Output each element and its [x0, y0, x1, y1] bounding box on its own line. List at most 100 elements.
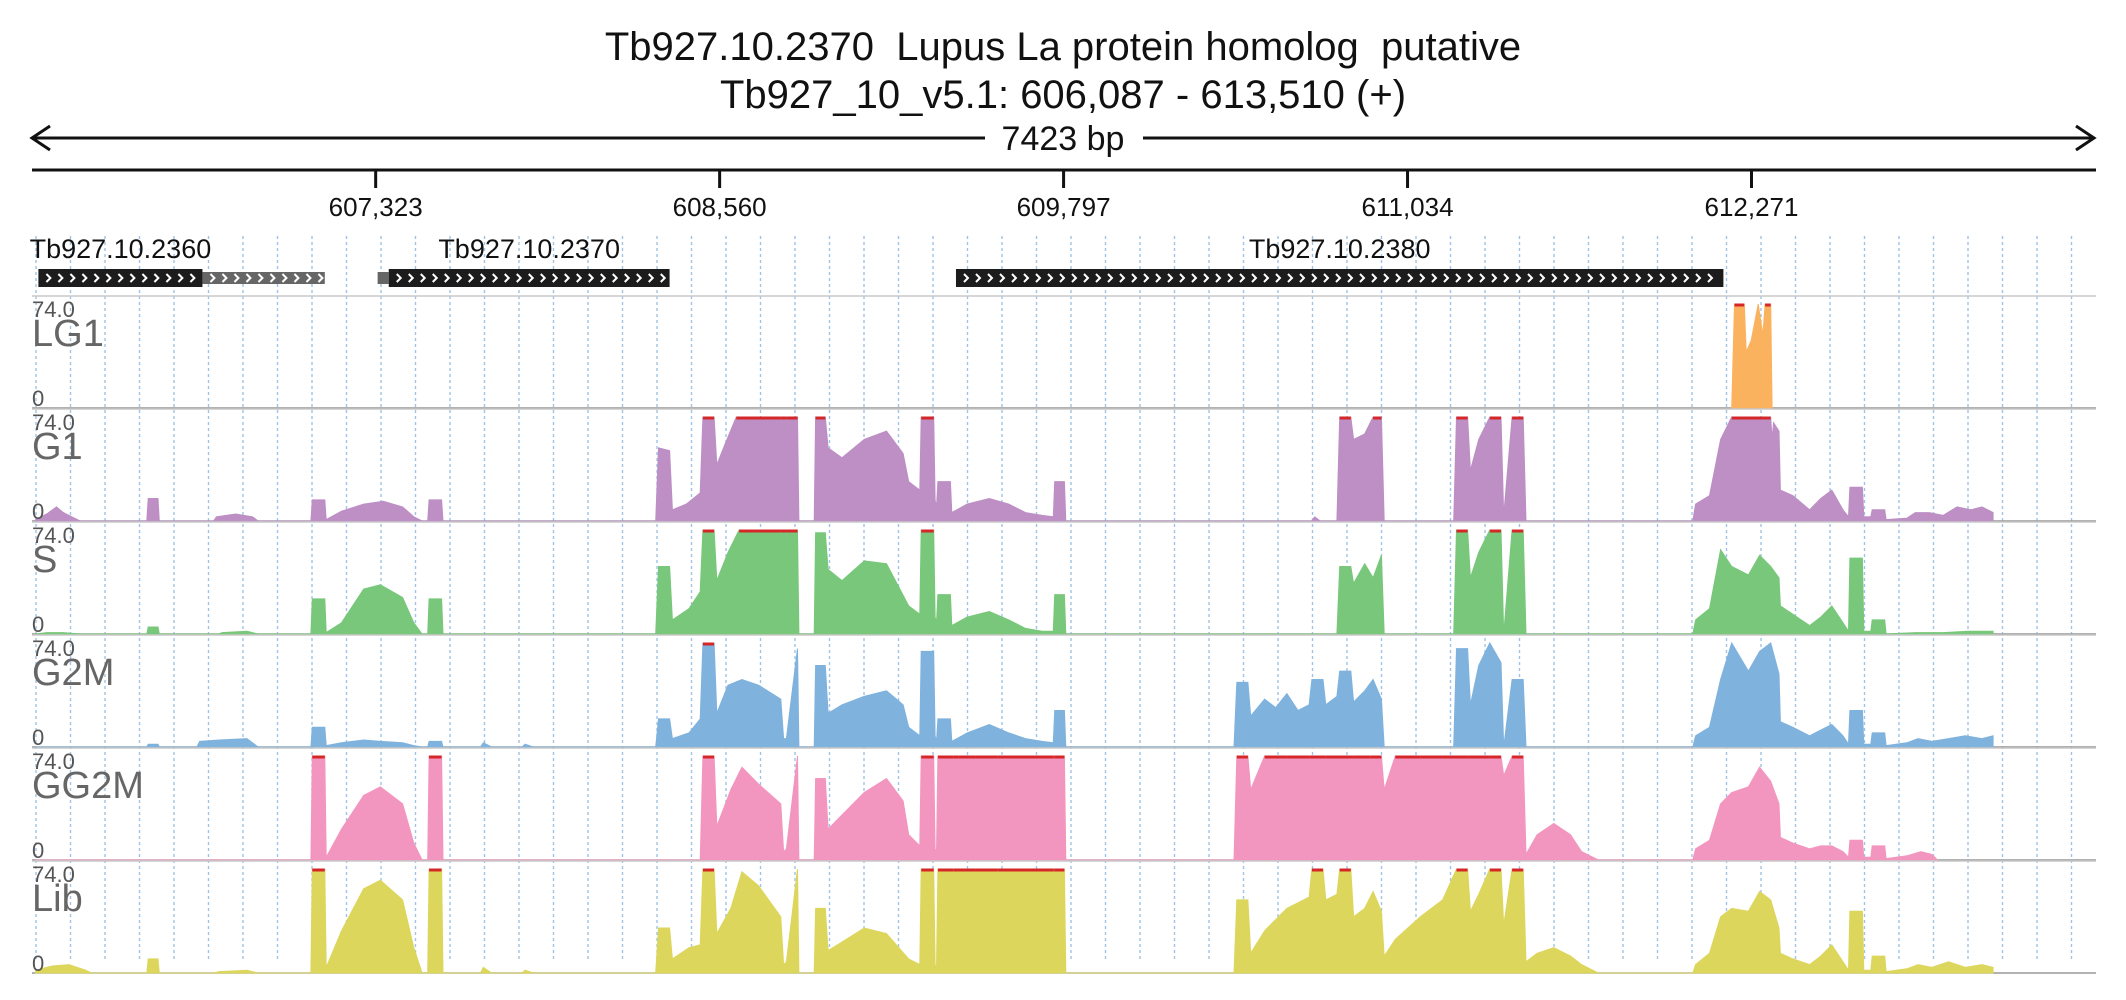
span-arrow: 7423 bp — [29, 120, 2097, 158]
strand-chevron-icon — [1647, 273, 1654, 283]
coverage-area — [1731, 303, 1773, 409]
strand-chevron-icon — [1179, 273, 1186, 283]
coordinate-ruler: 607,323 608,560 609,797 611,034 612,271 — [32, 168, 2096, 222]
strand-chevron-icon — [317, 273, 324, 283]
ruler-tick-label: 607,323 — [329, 192, 423, 222]
strand-chevron-icon — [1515, 273, 1522, 283]
ruler-tick-label: 609,797 — [1017, 192, 1111, 222]
strand-chevron-icon — [69, 273, 76, 283]
track-ymax-label: 74.0 — [32, 636, 75, 661]
strand-chevron-icon — [1239, 273, 1246, 283]
strand-chevron-icon — [1047, 273, 1054, 283]
strand-chevron-icon — [1071, 273, 1078, 283]
strand-chevron-icon — [636, 273, 643, 283]
strand-chevron-icon — [1263, 273, 1270, 283]
track-ymin-label: 0 — [32, 951, 44, 976]
strand-chevron-icon — [105, 273, 112, 283]
strand-chevron-icon — [233, 273, 240, 283]
track-ymin-label: 0 — [32, 386, 44, 411]
strand-chevron-icon — [1455, 273, 1462, 283]
strand-chevron-icon — [1539, 273, 1546, 283]
strand-chevron-icon — [552, 273, 559, 283]
track-g2m: 74.0 0 G2M — [32, 634, 2096, 750]
strand-chevron-icon — [600, 273, 607, 283]
track-name-label: LG1 — [32, 313, 104, 355]
coverage-area — [35, 868, 1994, 974]
strand-chevron-icon — [81, 273, 88, 283]
strand-chevron-icon — [1371, 273, 1378, 283]
strand-chevron-icon — [93, 273, 100, 283]
strand-chevron-icon — [660, 273, 667, 283]
strand-chevron-icon — [648, 273, 655, 283]
track-lib: 74.0 0 Lib — [32, 860, 2096, 976]
gene-cds — [38, 269, 203, 287]
track-name-label: GG2M — [32, 765, 144, 807]
strand-chevron-icon — [1683, 273, 1690, 283]
strand-chevron-icon — [1419, 273, 1426, 283]
strand-chevron-icon — [588, 273, 595, 283]
chart-title: Tb927.10.2370 Lupus La protein homolog p… — [604, 25, 1522, 69]
strand-chevron-icon — [1599, 273, 1606, 283]
strand-chevron-icon — [1407, 273, 1414, 283]
strand-chevron-icon — [516, 273, 523, 283]
strand-chevron-icon — [963, 273, 970, 283]
strand-chevron-icon — [624, 273, 631, 283]
strand-chevron-icon — [1359, 273, 1366, 283]
strand-chevron-icon — [420, 273, 427, 283]
strand-chevron-icon — [396, 273, 403, 283]
track-ymax-label: 74.0 — [32, 410, 75, 435]
track-ymin-label: 0 — [32, 612, 44, 637]
strand-chevron-icon — [1587, 273, 1594, 283]
strand-chevron-icon — [269, 273, 276, 283]
strand-chevron-icon — [1143, 273, 1150, 283]
strand-chevron-icon — [1251, 273, 1258, 283]
strand-chevron-icon — [1275, 273, 1282, 283]
chart-subtitle: Tb927_10_v5.1: 606,087 - 613,510 (+) — [719, 73, 1407, 117]
strand-chevron-icon — [117, 273, 124, 283]
strand-chevron-icon — [1119, 273, 1126, 283]
arrowhead-left-icon — [29, 124, 51, 152]
strand-chevron-icon — [305, 273, 312, 283]
strand-chevron-icon — [576, 273, 583, 283]
strand-chevron-icon — [564, 273, 571, 283]
strand-chevron-icon — [221, 273, 228, 283]
strand-chevron-icon — [444, 273, 451, 283]
strand-chevron-icon — [999, 273, 1006, 283]
strand-chevron-icon — [1035, 273, 1042, 283]
coverage-area — [35, 755, 1939, 861]
strand-chevron-icon — [281, 273, 288, 283]
strand-chevron-icon — [293, 273, 300, 283]
strand-chevron-icon — [1551, 273, 1558, 283]
strand-chevron-icon — [141, 273, 148, 283]
strand-chevron-icon — [1611, 273, 1618, 283]
strand-chevron-icon — [1695, 273, 1702, 283]
strand-chevron-icon — [1467, 273, 1474, 283]
track-ymin-label: 0 — [32, 725, 44, 750]
strand-chevron-icon — [480, 273, 487, 283]
ruler-tick-label: 611,034 — [1362, 192, 1454, 222]
track-ymin-label: 0 — [32, 838, 44, 863]
track-s: 74.0 0 S — [32, 521, 2096, 637]
strand-chevron-icon — [45, 273, 52, 283]
track-ymax-label: 74.0 — [32, 523, 75, 548]
track-ymax-label: 74.0 — [32, 862, 75, 887]
strand-chevron-icon — [1503, 273, 1510, 283]
track-gg2m: 74.0 0 GG2M — [32, 747, 2096, 863]
gene-label: Tb927.10.2360 — [30, 234, 212, 264]
strand-chevron-icon — [1203, 273, 1210, 283]
strand-chevron-icon — [165, 273, 172, 283]
strand-chevron-icon — [1479, 273, 1486, 283]
strand-chevron-icon — [1107, 273, 1114, 283]
coverage-area — [35, 641, 1994, 748]
strand-chevron-icon — [1083, 273, 1090, 283]
strand-chevron-icon — [987, 273, 994, 283]
strand-chevron-icon — [1287, 273, 1294, 283]
strand-chevron-icon — [540, 273, 547, 283]
strand-chevron-icon — [975, 273, 982, 283]
arrowhead-right-icon — [2075, 124, 2097, 152]
strand-chevron-icon — [456, 273, 463, 283]
track-name-label: Lib — [32, 878, 83, 920]
strand-chevron-icon — [1671, 273, 1678, 283]
coverage-area — [35, 529, 1994, 635]
